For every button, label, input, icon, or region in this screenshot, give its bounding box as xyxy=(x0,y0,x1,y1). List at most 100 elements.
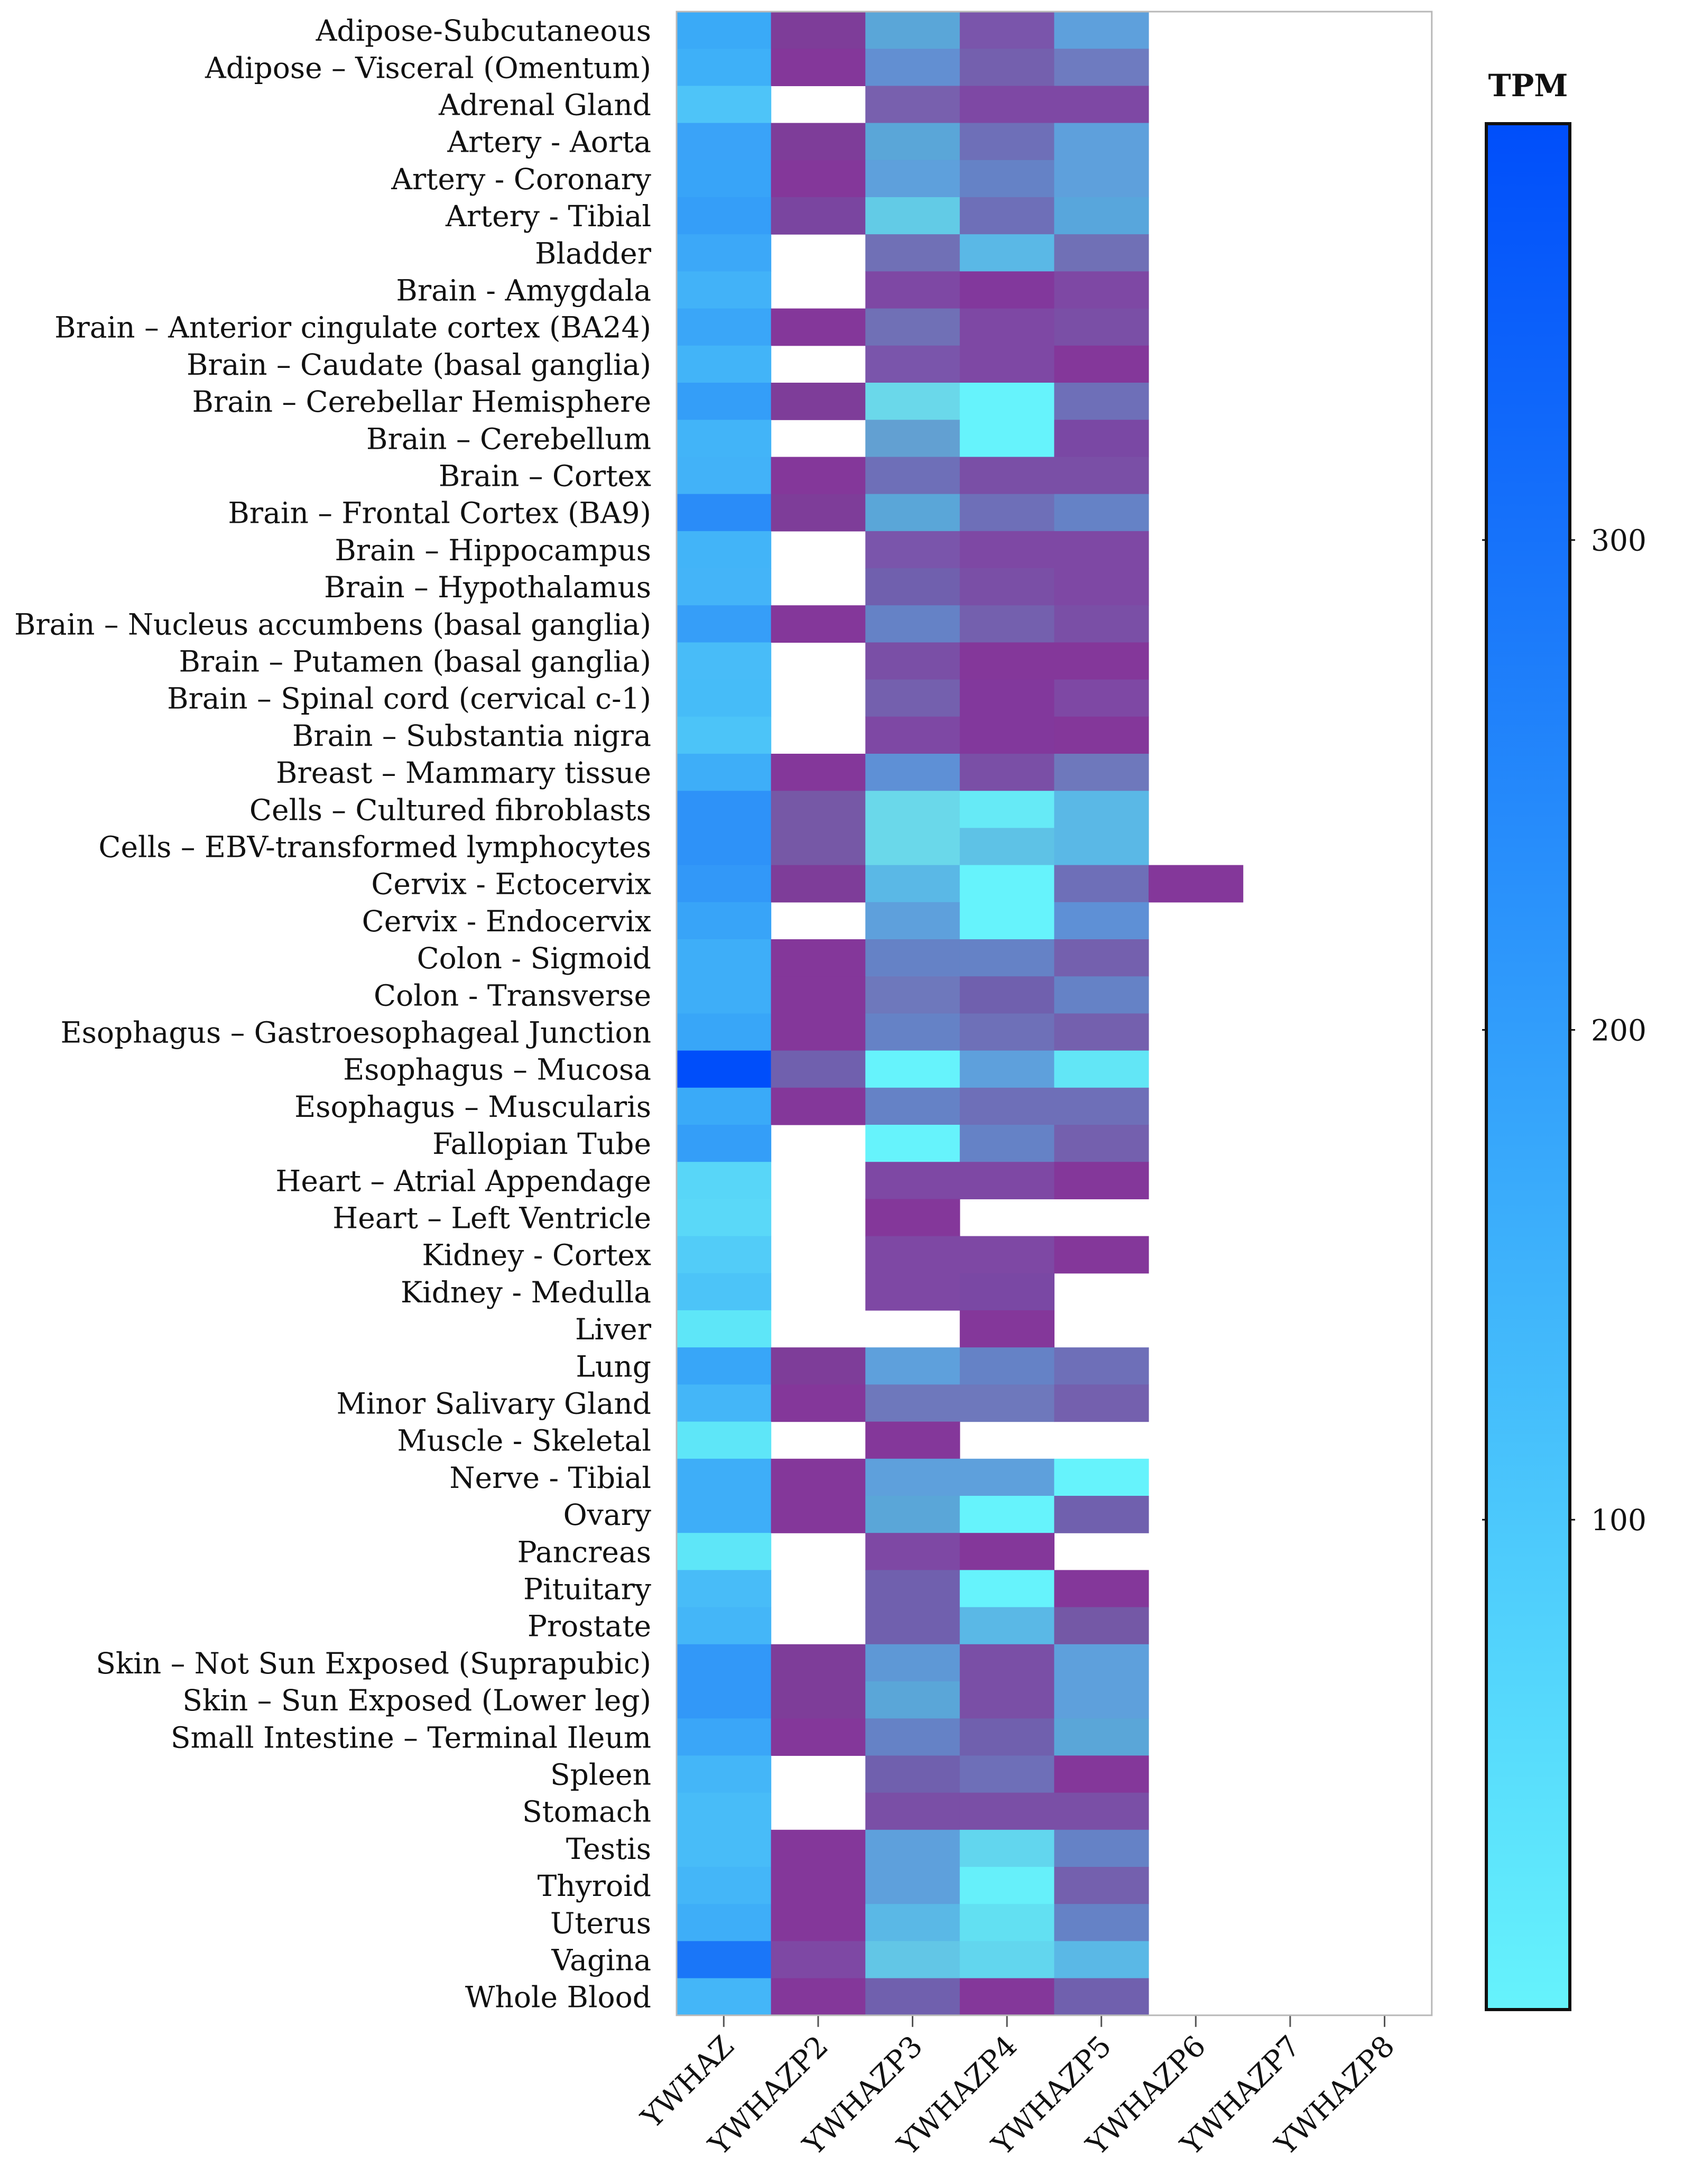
heatmap-cell xyxy=(1054,1050,1149,1088)
heatmap-cell xyxy=(959,605,1054,643)
row-label: Cervix - Endocervix xyxy=(362,904,651,938)
heatmap-cell xyxy=(1054,1867,1149,1904)
heatmap-cell xyxy=(865,939,960,977)
heatmap-cell xyxy=(1054,1941,1149,1979)
heatmap-cell xyxy=(771,1941,866,1979)
heatmap-cell xyxy=(959,1904,1054,1941)
row-label: Cervix - Ectocervix xyxy=(371,867,651,901)
heatmap-cell xyxy=(865,976,960,1014)
row-label: Spleen xyxy=(550,1758,651,1792)
heatmap-cell xyxy=(771,828,866,866)
heatmap-cell xyxy=(677,345,772,383)
heatmap-cell xyxy=(865,1199,960,1237)
heatmap-cell xyxy=(865,902,960,940)
heatmap-cell xyxy=(959,12,1054,49)
heatmap-cell xyxy=(1054,1829,1149,1867)
heatmap-cell xyxy=(771,1681,866,1719)
row-label: Heart – Left Ventricle xyxy=(332,1201,651,1235)
colorbar-tick-label: 200 xyxy=(1591,1014,1646,1048)
heatmap-cell xyxy=(865,1050,960,1088)
row-label: Brain – Cerebellar Hemisphere xyxy=(192,385,651,419)
row-label: Bladder xyxy=(535,236,652,270)
row-label: Vagina xyxy=(551,1944,651,1977)
heatmap-cell xyxy=(1054,1013,1149,1051)
row-label: Esophagus – Gastroesophageal Junction xyxy=(60,1016,651,1050)
heatmap-cell xyxy=(959,160,1054,198)
heatmap-cell xyxy=(677,1681,772,1719)
heatmap-cell xyxy=(677,271,772,309)
heatmap-cell xyxy=(1054,308,1149,346)
heatmap-cell xyxy=(865,1087,960,1125)
row-label: Brain – Hypothalamus xyxy=(324,570,651,604)
heatmap-cell xyxy=(677,1718,772,1756)
heatmap-cell xyxy=(865,1162,960,1199)
heatmap-cell xyxy=(959,383,1054,420)
heatmap-cell xyxy=(865,345,960,383)
heatmap-cell xyxy=(677,1273,772,1311)
heatmap-cell xyxy=(771,308,866,346)
heatmap-cell xyxy=(959,1013,1054,1051)
heatmap-cell xyxy=(959,531,1054,569)
heatmap-cell xyxy=(959,568,1054,606)
heatmap-cell xyxy=(1054,420,1149,457)
row-label: Breast – Mammary tissue xyxy=(276,756,651,790)
heatmap-cell xyxy=(771,976,866,1014)
row-label: Brain – Frontal Cortex (BA9) xyxy=(228,496,651,530)
heatmap-cell xyxy=(677,679,772,717)
heatmap-cell xyxy=(771,49,866,86)
heatmap-cell xyxy=(677,939,772,977)
heatmap-cell xyxy=(677,1829,772,1867)
heatmap-cell xyxy=(1054,1236,1149,1274)
row-label: Testis xyxy=(566,1832,651,1866)
heatmap-cell xyxy=(677,1496,772,1533)
heatmap-cell xyxy=(959,902,1054,940)
heatmap-cell xyxy=(959,791,1054,828)
row-label: Uterus xyxy=(550,1906,651,1940)
heatmap-cell xyxy=(1054,1792,1149,1830)
heatmap-cell xyxy=(865,271,960,309)
heatmap-cell xyxy=(677,1236,772,1274)
heatmap-cell xyxy=(677,1162,772,1199)
heatmap-cell xyxy=(865,383,960,420)
heatmap-cell xyxy=(1054,679,1149,717)
heatmap-cell xyxy=(959,1347,1054,1385)
heatmap-cell xyxy=(771,1904,866,1941)
row-label: Liver xyxy=(575,1312,652,1346)
heatmap-cell xyxy=(959,1570,1054,1608)
heatmap-cell xyxy=(677,1013,772,1051)
heatmap-cell xyxy=(677,1533,772,1570)
heatmap-cell xyxy=(1149,865,1244,903)
heatmap-cell xyxy=(959,1458,1054,1496)
heatmap-cell xyxy=(959,1867,1054,1904)
heatmap-cell xyxy=(1054,902,1149,940)
heatmap-cell xyxy=(865,1273,960,1311)
heatmap-cell xyxy=(1054,197,1149,235)
heatmap-cell xyxy=(677,1199,772,1237)
heatmap-cell xyxy=(1054,865,1149,903)
heatmap-cell xyxy=(959,754,1054,791)
heatmap-cell xyxy=(677,1978,772,2016)
row-label: Pituitary xyxy=(523,1572,651,1606)
row-label: Prostate xyxy=(528,1609,651,1643)
heatmap-cell xyxy=(959,1533,1054,1570)
heatmap-cell xyxy=(959,494,1054,532)
heatmap-cell xyxy=(959,49,1054,86)
heatmap-cell xyxy=(1054,1644,1149,1682)
heatmap-cell xyxy=(865,1718,960,1756)
heatmap-cell xyxy=(771,1867,866,1904)
row-label: Thyroid xyxy=(538,1869,651,1903)
heatmap-cell xyxy=(1054,1755,1149,1793)
heatmap-cell xyxy=(771,791,866,828)
heatmap-cell xyxy=(677,791,772,828)
heatmap-cell xyxy=(959,1496,1054,1533)
row-label: Adipose – Visceral (Omentum) xyxy=(205,51,651,85)
heatmap-cell xyxy=(1054,939,1149,977)
heatmap-cell xyxy=(677,1941,772,1979)
heatmap-cell xyxy=(959,642,1054,680)
heatmap-cell xyxy=(959,1644,1054,1682)
heatmap-cell xyxy=(959,716,1054,754)
heatmap-cell xyxy=(677,160,772,198)
row-label: Heart – Atrial Appendage xyxy=(275,1164,651,1198)
heatmap-cell xyxy=(959,1236,1054,1274)
